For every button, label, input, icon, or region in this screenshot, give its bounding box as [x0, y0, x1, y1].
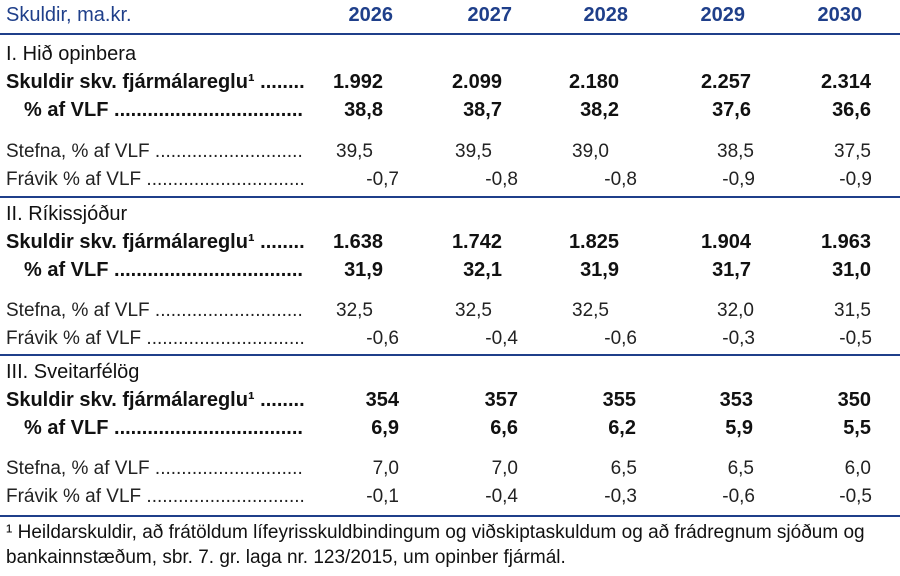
footnote: ¹ Heildarskuldir, að frátöldum lífeyriss… [6, 522, 865, 568]
table-row: Frávik % af VLF ........................… [0, 328, 900, 354]
cell-value: 31,9 [580, 259, 619, 281]
section-divider [0, 196, 900, 198]
table-row: Stefna, % af VLF .......................… [0, 458, 900, 484]
cell-value: -0,6 [722, 486, 755, 507]
cell-value: 6,6 [490, 417, 518, 439]
cell-value: -0,9 [839, 169, 872, 190]
table-row: % af VLF ...............................… [0, 417, 900, 443]
cell-value: -0,6 [366, 328, 399, 349]
cell-value: 38,7 [463, 99, 502, 121]
cell-value: -0,4 [485, 328, 518, 349]
cell-value: 1.992 [332, 71, 383, 93]
table-row: Skuldir skv. fjármálareglu¹ .......... 3… [0, 389, 900, 415]
cell-value: -0,4 [485, 486, 518, 507]
row-label: Frávik % af VLF ........................… [6, 328, 304, 349]
row-label: Frávik % af VLF ........................… [6, 169, 304, 190]
cell-value: 1.742 [451, 231, 502, 253]
cell-value: 36,6 [832, 99, 871, 121]
cell-value: 32,0 [717, 300, 754, 321]
year-header: 2030 [817, 4, 863, 26]
cell-value: 5,5 [843, 417, 871, 439]
table-header: Skuldir, ma.kr. 2026 2027 2028 2029 2030 [0, 0, 900, 33]
cell-value: -0,8 [485, 169, 518, 190]
cell-value: 6,5 [727, 458, 754, 479]
row-label: Frávik % af VLF ........................… [6, 486, 304, 507]
cell-value: -0,1 [366, 486, 399, 507]
cell-value: 1.963 [820, 231, 871, 253]
table-row: Skuldir skv. fjármálareglu¹ .......... 1… [0, 231, 900, 257]
cell-value: 2.099 [451, 71, 502, 93]
year-header: 2026 [348, 4, 394, 26]
row-label: Skuldir skv. fjármálareglu¹ .......... [6, 389, 306, 411]
cell-value: 1.638 [332, 231, 383, 253]
cell-value: 32,5 [455, 300, 492, 321]
cell-value: 31,7 [712, 259, 751, 281]
cell-value: 39,5 [455, 141, 492, 162]
row-label: Stefna, % af VLF .......................… [6, 458, 304, 479]
cell-value: 37,6 [712, 99, 751, 121]
cell-value: 37,5 [834, 141, 871, 162]
section-divider [0, 354, 900, 356]
cell-value: 5,9 [725, 417, 753, 439]
year-header: 2027 [467, 4, 513, 26]
row-label: Skuldir skv. fjármálareglu¹ .......... [6, 71, 306, 93]
cell-value: 39,5 [336, 141, 373, 162]
section-title: III. Sveitarfélög [6, 361, 140, 383]
row-label: % af VLF ...............................… [24, 417, 304, 439]
cell-value: 2.314 [820, 71, 871, 93]
cell-value: -0,5 [839, 328, 872, 349]
year-header: 2029 [700, 4, 746, 26]
cell-value: 38,2 [580, 99, 619, 121]
cell-value: 7,0 [491, 458, 518, 479]
cell-value: 2.257 [700, 71, 751, 93]
cell-value: -0,3 [604, 486, 637, 507]
cell-value: 38,5 [717, 141, 754, 162]
table-row: Frávik % af VLF ........................… [0, 169, 900, 195]
cell-value: 6,9 [371, 417, 399, 439]
row-label: Stefna, % af VLF .......................… [6, 300, 304, 321]
row-label: Stefna, % af VLF .......................… [6, 141, 304, 162]
cell-value: 2.180 [568, 71, 619, 93]
header-divider [0, 33, 900, 35]
cell-value: -0,6 [604, 328, 637, 349]
table-title: Skuldir, ma.kr. [6, 4, 132, 26]
cell-value: 39,0 [572, 141, 609, 162]
cell-value: 38,8 [344, 99, 383, 121]
cell-value: -0,8 [604, 169, 637, 190]
table-row: Skuldir skv. fjármálareglu¹ .......... 1… [0, 71, 900, 97]
cell-value: 31,5 [834, 300, 871, 321]
row-label: % af VLF ...............................… [24, 259, 304, 281]
cell-value: 350 [837, 389, 871, 411]
cell-value: 1.825 [568, 231, 619, 253]
cell-value: 32,5 [572, 300, 609, 321]
table-row: % af VLF ...............................… [0, 259, 900, 285]
cell-value: 6,0 [844, 458, 871, 479]
table-row: % af VLF ...............................… [0, 99, 900, 125]
cell-value: 355 [602, 389, 636, 411]
cell-value: 354 [365, 389, 399, 411]
cell-value: 6,5 [610, 458, 637, 479]
footnote-divider [0, 515, 900, 517]
cell-value: -0,7 [366, 169, 399, 190]
table-row: Stefna, % af VLF .......................… [0, 300, 900, 326]
cell-value: 7,0 [372, 458, 399, 479]
section-title: I. Hið opinbera [6, 43, 137, 65]
cell-value: -0,3 [722, 328, 755, 349]
cell-value: 31,9 [344, 259, 383, 281]
table-row: Stefna, % af VLF .......................… [0, 141, 900, 167]
cell-value: 32,5 [336, 300, 373, 321]
cell-value: 6,2 [608, 417, 636, 439]
cell-value: 31,0 [832, 259, 871, 281]
row-label: Skuldir skv. fjármálareglu¹ .......... [6, 231, 306, 253]
row-label: % af VLF ...............................… [24, 99, 304, 121]
cell-value: 32,1 [463, 259, 502, 281]
table-row: Frávik % af VLF ........................… [0, 486, 900, 512]
cell-value: -0,5 [839, 486, 872, 507]
cell-value: 357 [484, 389, 518, 411]
cell-value: -0,9 [722, 169, 755, 190]
cell-value: 1.904 [700, 231, 751, 253]
year-header: 2028 [583, 4, 629, 26]
section-title: II. Ríkissjóður [6, 203, 128, 225]
cell-value: 353 [719, 389, 753, 411]
